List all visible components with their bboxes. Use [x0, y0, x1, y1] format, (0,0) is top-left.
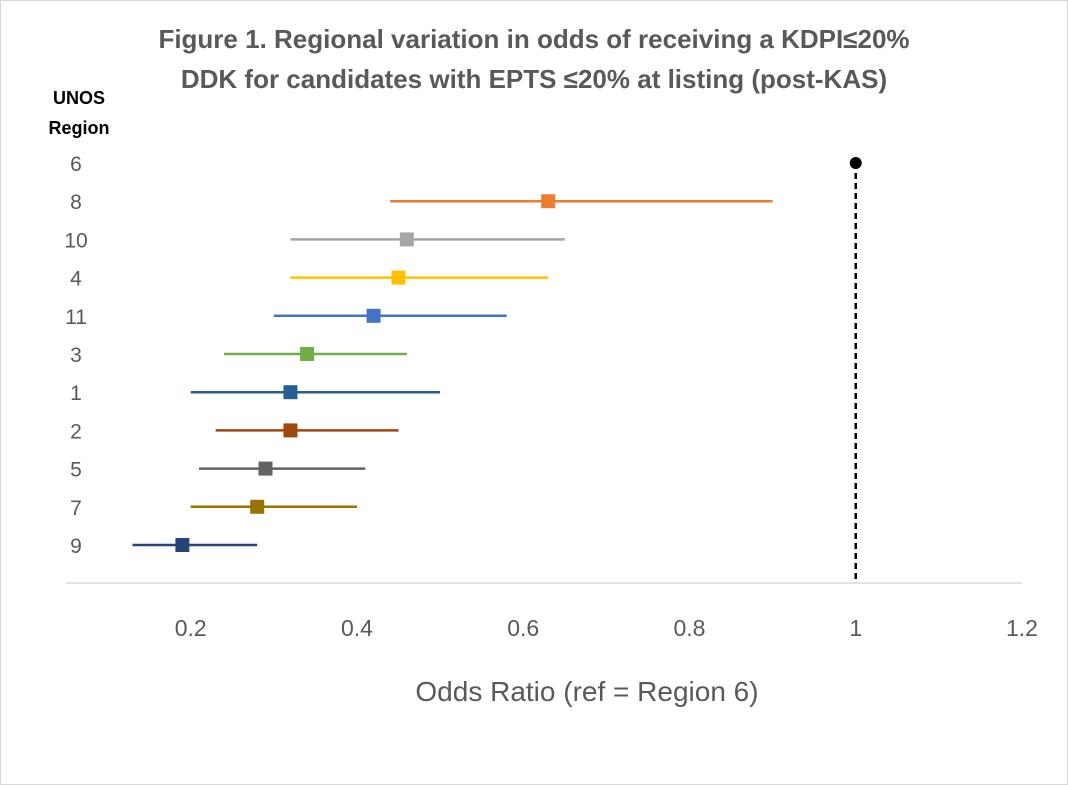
- x-tick-label-0.2: 0.2: [175, 615, 207, 641]
- point-region-9: [175, 538, 190, 552]
- y-tick-label-region-1: 1: [70, 382, 82, 405]
- y-tick-label-region-7: 7: [70, 497, 82, 520]
- y-tick-label-region-5: 5: [70, 459, 82, 482]
- x-tick-label-0.8: 0.8: [673, 615, 705, 641]
- x-tick-label-1: 1: [849, 615, 862, 641]
- y-tick-label-region-2: 2: [70, 420, 82, 443]
- y-tick-label-region-4: 4: [70, 268, 82, 291]
- x-tick-label-0.6: 0.6: [507, 615, 539, 641]
- chart-title-line-1: Figure 1. Regional variation in odds of …: [158, 24, 909, 54]
- point-region-1: [283, 385, 298, 400]
- y-tick-label-region-9: 9: [70, 535, 82, 558]
- point-region-5: [258, 461, 273, 476]
- y-tick-labels: 6 8 10 4 11 3 1 2 5 7 9: [64, 153, 87, 558]
- y-tick-label-region-11: 11: [65, 306, 87, 329]
- x-tick-labels: 0.2 0.4 0.6 0.8 1 1.2: [175, 615, 1038, 641]
- point-region-4: [391, 270, 406, 285]
- point-region-10: [399, 232, 414, 247]
- point-region-3: [300, 347, 315, 361]
- y-tick-label-region-6: 6: [70, 153, 82, 176]
- y-tick-label-region-8: 8: [70, 191, 82, 214]
- point-region-7: [250, 499, 265, 514]
- point-region-8: [541, 194, 556, 209]
- point-region-2: [283, 423, 298, 438]
- chart-title-line-2: DDK for candidates with EPTS ≤20% at lis…: [181, 64, 887, 94]
- y-tick-label-region-3: 3: [70, 344, 82, 367]
- y-axis-label-line-2: Region: [49, 118, 110, 138]
- point-region-11: [366, 308, 381, 323]
- y-tick-label-region-10: 10: [64, 229, 87, 252]
- x-tick-label-0.4: 0.4: [341, 615, 373, 641]
- x-tick-label-1.2: 1.2: [1006, 615, 1038, 641]
- series-layer: [132, 157, 862, 552]
- y-axis-label-line-1: UNOS: [53, 88, 105, 108]
- point-region-6: [849, 157, 862, 169]
- x-axis-label: Odds Ratio (ref = Region 6): [415, 676, 758, 707]
